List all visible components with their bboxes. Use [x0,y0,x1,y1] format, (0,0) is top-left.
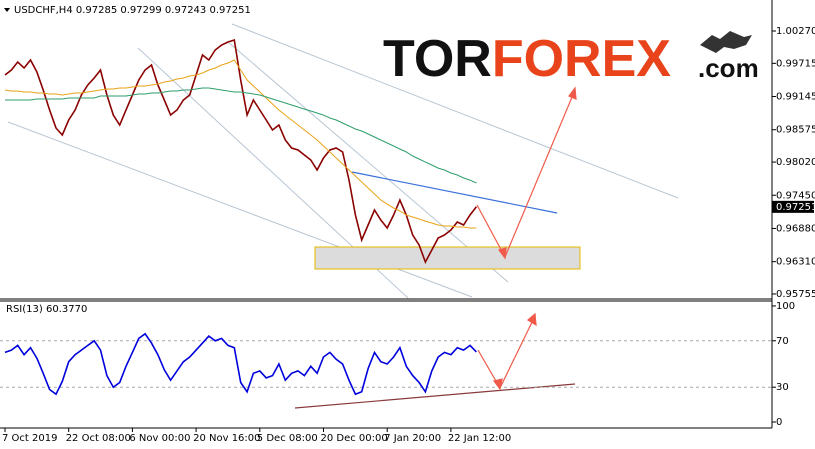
x-tick-label: 22 Oct 08:00 [66,433,131,444]
logo-icon [700,31,752,53]
y-tick-label: 0 [776,417,782,428]
x-tick-label: 6 Nov 00:00 [129,433,190,444]
logo-part: FOREX [492,30,671,88]
x-tick-label: 5 Dec 08:00 [257,433,318,444]
x-tick-label: 22 Jan 12:00 [448,433,511,444]
x-tick-label: 7 Oct 2019 [2,433,57,444]
x-tick-label: 7 Jan 20:00 [384,433,441,444]
y-tick-label: 0.98575 [776,125,815,136]
y-tick-label: 30 [776,382,789,393]
plots [0,38,772,396]
channel-line [227,41,509,283]
last-price-box [772,200,814,213]
arrow-head [497,247,507,260]
y-tick-label: 0.95755 [776,289,815,300]
y-tick-label: 0.97450 [776,190,815,201]
y-tick-label: 1.00270 [776,26,815,37]
x-tick-label: 20 Nov 16:00 [193,433,260,444]
y-tick-label: 70 [776,336,789,347]
series-line [5,87,477,184]
series-line [4,332,477,396]
resistance-line [351,171,558,214]
forecast-arrows [476,86,577,391]
rsi-title: RSI(13) 60.3770 [6,304,87,315]
rsi-trend-line [294,383,576,409]
arrow-head [526,312,537,327]
logo-part: TOR [383,30,492,88]
series-line [4,38,478,264]
last-price-label: 0.97251 [776,202,815,213]
y-tick-label: 0.96310 [776,257,815,268]
chart-title: USDCHF,H4 0.97285 0.97299 0.97243 0.9725… [14,5,251,16]
frame [0,0,773,429]
y-tick-label: 0.98020 [776,157,815,168]
logo: TORFOREX .com [383,30,759,88]
logo-suffix: .com [698,53,759,83]
support-zone [314,246,581,270]
logo-text: TORFOREX [383,30,671,88]
arrow-head [568,86,577,100]
series-line [4,59,477,229]
arrow-head [492,378,503,391]
y-tick-label: 0.99145 [776,92,815,103]
y-tick-label: 100 [776,301,795,312]
x-tick-label: 20 Dec 00:00 [321,433,388,444]
y-tick-label: 0.99715 [776,58,815,69]
y-tick-label: 0.96880 [776,223,815,234]
channel-line [231,23,679,199]
collapse-icon [4,8,10,12]
